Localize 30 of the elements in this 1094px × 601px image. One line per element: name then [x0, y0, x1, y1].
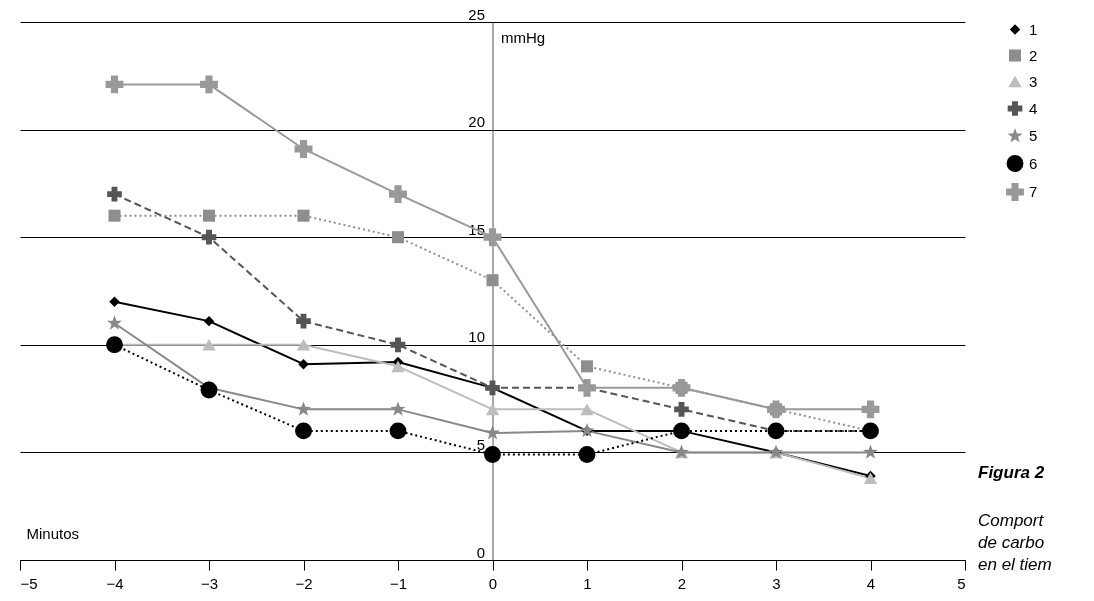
y-tick-label: 0 [476, 543, 485, 561]
x-tick-label: −2 [295, 574, 313, 592]
x-tick-label: 4 [866, 574, 876, 592]
x-tick-label: 0 [488, 574, 498, 592]
text: en el tiem [978, 554, 1052, 576]
x-tick-label: −3 [200, 574, 219, 592]
y-tick-label: 15 [468, 220, 485, 238]
y-tick-label: 5 [476, 435, 485, 453]
x-tick-label: −5 [20, 574, 38, 592]
legend-label: 7 [1029, 183, 1038, 200]
x-tick-label: 1 [583, 574, 592, 592]
y-tick-label: 10 [468, 328, 485, 346]
x-tick-label: −1 [389, 574, 408, 592]
x-axis-title: Minutos [26, 524, 80, 542]
x-tick-label: 2 [677, 574, 687, 592]
legend-label: 1 [1029, 20, 1038, 38]
text: de carbo [978, 532, 1046, 554]
legend-label: 5 [1029, 127, 1038, 144]
y-tick-label: 20 [468, 113, 485, 131]
legend-label: 3 [1029, 72, 1038, 90]
text: Comport [978, 510, 1045, 532]
x-tick-label: 3 [772, 574, 781, 592]
x-tick-label: 5 [957, 574, 966, 592]
y-axis-title: mmHg [501, 28, 546, 46]
legend-label: 4 [1029, 99, 1038, 117]
y-tick-label: 25 [468, 5, 485, 23]
legend-label: 2 [1029, 46, 1038, 64]
text: Figura 2 [978, 462, 1046, 484]
legend-label: 6 [1029, 154, 1038, 172]
x-tick-label: −4 [106, 574, 124, 592]
